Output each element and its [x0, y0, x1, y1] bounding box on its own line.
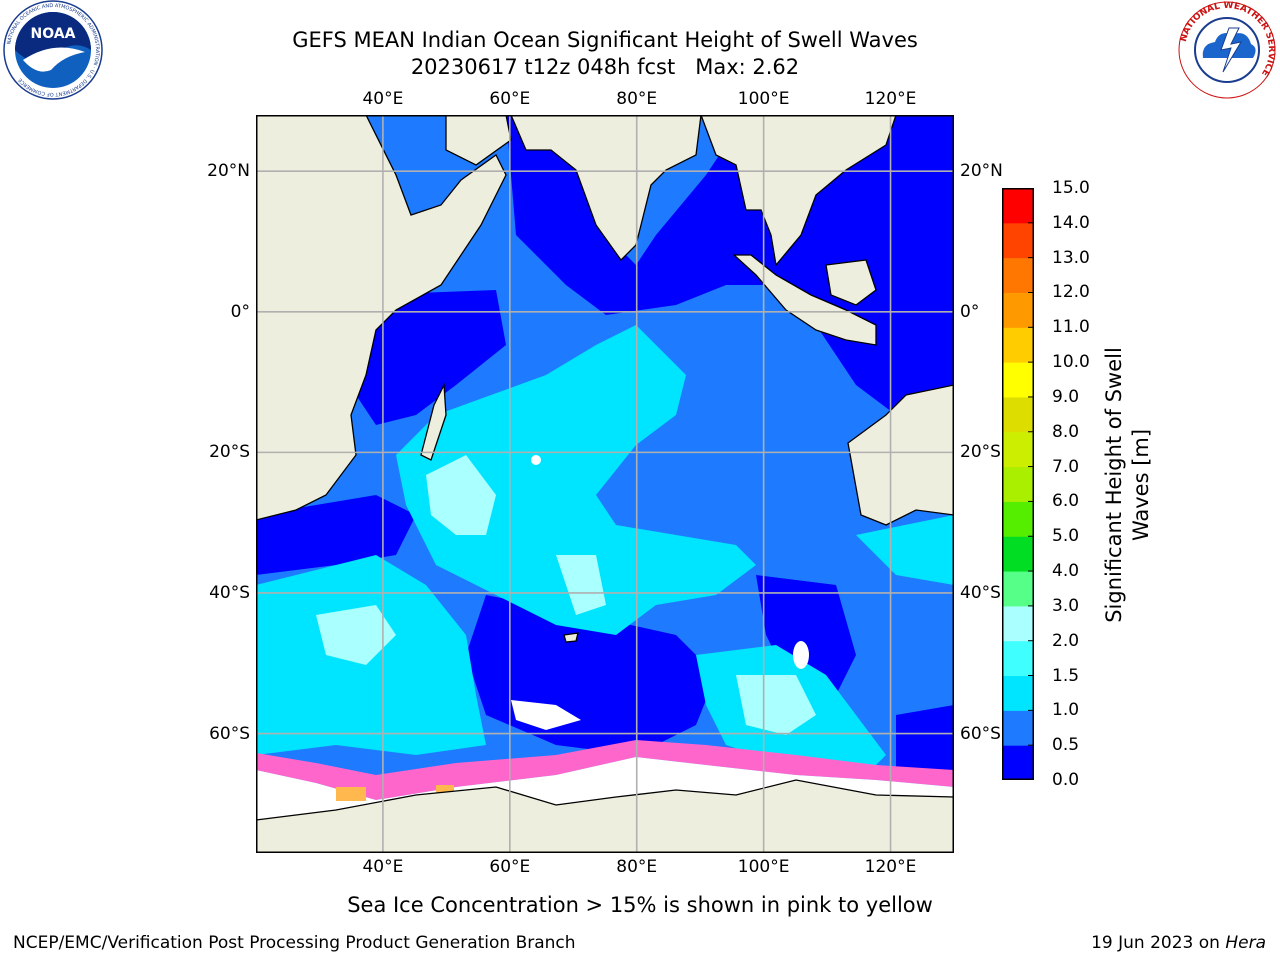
- lat-tick-left: 20°S: [209, 442, 250, 463]
- land-india: [510, 115, 702, 262]
- colorbar-tick-label: 13.0: [1052, 247, 1090, 268]
- colorbar-segment: [1002, 571, 1034, 607]
- colorbar-tick-label: 3.0: [1052, 595, 1080, 616]
- colorbar-segment: [1002, 675, 1034, 711]
- colorbar-segment: [1002, 396, 1034, 433]
- colorbar-segment: [1002, 257, 1034, 293]
- land-africa: [256, 115, 507, 521]
- lon-tick-top: 40°E: [362, 89, 404, 109]
- credit-date-text: 19 Jun 2023 on: [1091, 933, 1226, 953]
- colorbar-tick-label: 9.0: [1052, 386, 1080, 407]
- colorbar-segment: [1002, 640, 1034, 677]
- lon-tick-bottom: 60°E: [489, 857, 531, 877]
- colorbar-segment: [1002, 536, 1034, 572]
- colorbar-tick-label: 11.0: [1052, 317, 1090, 338]
- land-australia: [847, 384, 954, 526]
- land-antarctica: [256, 779, 954, 853]
- land-southeast-asia: [700, 115, 897, 267]
- lon-tick-bottom: 40°E: [362, 857, 404, 877]
- lon-tick-bottom: 100°E: [737, 857, 790, 877]
- credit-host: Hera: [1225, 933, 1266, 953]
- swell-veryhigh-regions: [316, 455, 816, 735]
- colorbar-tick-label: 10.0: [1052, 352, 1090, 373]
- lon-tick-bottom: 80°E: [616, 857, 658, 877]
- noaa-logo-text: NOAA: [31, 26, 76, 42]
- swell-height-map: [256, 115, 954, 853]
- land-indonesia: [732, 254, 877, 346]
- map-gridlines: [256, 115, 954, 853]
- lat-tick-left: 0°: [230, 301, 250, 322]
- colorbar-tick-label: 14.0: [1052, 212, 1090, 233]
- lat-tick-right: 60°S: [960, 723, 1001, 744]
- lat-tick-left: 40°S: [209, 582, 250, 603]
- colorbar-segment: [1002, 188, 1034, 224]
- colorbar-title: Significant Height of Swell Waves [m]: [1102, 347, 1153, 623]
- colorbar-segment: [1002, 327, 1034, 363]
- colorbar: [1002, 188, 1034, 780]
- colorbar-tick-label: 4.0: [1052, 561, 1080, 582]
- colorbar-segment: [1002, 605, 1034, 642]
- lat-tick-right: 20°N: [960, 161, 1003, 182]
- land-madagascar: [420, 382, 447, 461]
- nws-logo: NATIONAL WEATHER SERVICE: [1177, 0, 1277, 100]
- colorbar-tick-label: 1.0: [1052, 700, 1080, 721]
- colorbar-tick-label: 7.0: [1052, 456, 1080, 477]
- noaa-logo: NOAA NATIONAL OCEANIC AND ATMOSPHERIC AD…: [3, 0, 103, 100]
- lon-tick-top: 80°E: [616, 89, 658, 109]
- colorbar-segment: [1002, 292, 1034, 328]
- colorbar-tick-label: 5.0: [1052, 526, 1080, 547]
- sea-ice-caption: Sea Ice Concentration > 15% is shown in …: [347, 893, 933, 917]
- colorbar-tick-label: 8.0: [1052, 421, 1080, 442]
- colorbar-segment: [1002, 745, 1034, 780]
- colorbar-segment: [1002, 466, 1034, 502]
- colorbar-tick-label: 15.0: [1052, 178, 1090, 198]
- land-masses: [256, 115, 954, 853]
- colorbar-segment: [1002, 710, 1034, 746]
- credit-date: 19 Jun 2023 on Hera: [1091, 933, 1266, 953]
- lon-tick-bottom: 120°E: [864, 857, 917, 877]
- lon-tick-top: 100°E: [737, 89, 790, 109]
- colorbar-tick-label: 2.0: [1052, 630, 1080, 651]
- colorbar-segment: [1002, 362, 1034, 398]
- land-kerguelen: [563, 632, 579, 643]
- credit-branch: NCEP/EMC/Verification Post Processing Pr…: [13, 933, 576, 953]
- lat-tick-right: 40°S: [960, 582, 1001, 603]
- land-arabia: [445, 115, 512, 166]
- colorbar-segment: [1002, 431, 1034, 468]
- colorbar-tick-label: 6.0: [1052, 491, 1080, 512]
- lat-tick-right: 0°: [960, 301, 980, 322]
- lat-tick-left: 60°S: [209, 723, 250, 744]
- colorbar-segment: [1002, 222, 1034, 259]
- lat-tick-left: 20°N: [207, 161, 250, 182]
- colorbar-tick-label: 12.0: [1052, 282, 1090, 303]
- sea-ice-edge: [256, 740, 954, 800]
- lon-tick-top: 60°E: [489, 89, 531, 109]
- missing-data-spots: [511, 455, 809, 730]
- colorbar-tick-label: 0.5: [1052, 735, 1080, 756]
- lon-tick-top: 120°E: [864, 89, 917, 109]
- plot-subtitle: 20230617 t12z 048h fcst Max: 2.62: [410, 55, 800, 79]
- colorbar-segment: [1002, 501, 1034, 537]
- plot-title: GEFS MEAN Indian Ocean Significant Heigh…: [292, 28, 918, 52]
- colorbar-tick-label: 1.5: [1052, 665, 1080, 686]
- lat-tick-right: 20°S: [960, 442, 1001, 463]
- colorbar-tick-label: 0.0: [1052, 770, 1080, 790]
